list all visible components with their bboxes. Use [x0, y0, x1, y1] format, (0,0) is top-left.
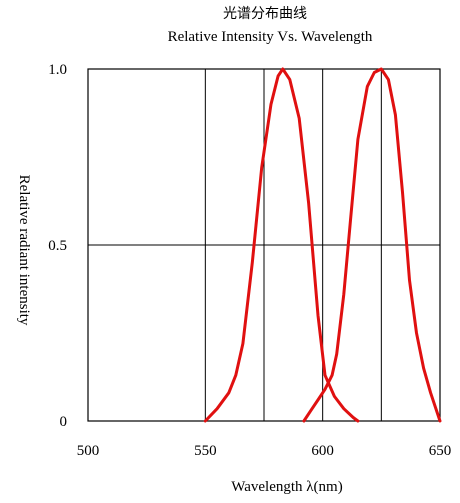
series-line-2	[302, 67, 442, 423]
x-tick-label: 600	[311, 443, 334, 459]
y-axis-label: Relative radiant intensity	[16, 175, 32, 326]
y-tick-label: 0	[60, 414, 68, 430]
chart-title-cn: 光谱分布曲线	[223, 6, 307, 22]
x-axis-label: Wavelength λ(nm)	[231, 479, 342, 495]
grid-lines	[88, 69, 440, 421]
y-tick-label: 1.0	[48, 62, 67, 78]
series-lines	[203, 67, 442, 423]
series-line-1	[203, 67, 360, 423]
plot-frame	[87, 68, 441, 422]
x-tick-label: 500	[77, 443, 100, 459]
x-tick-label: 550	[194, 443, 217, 459]
y-tick-label: 0.5	[48, 238, 67, 254]
x-tick-labels: 500 550 600 650	[77, 443, 452, 459]
plot-border	[87, 68, 441, 422]
chart-title: Relative Intensity Vs. Wavelength	[168, 29, 373, 45]
x-tick-label: 650	[429, 443, 452, 459]
y-tick-labels: 0 0.5 1.0	[48, 62, 67, 430]
